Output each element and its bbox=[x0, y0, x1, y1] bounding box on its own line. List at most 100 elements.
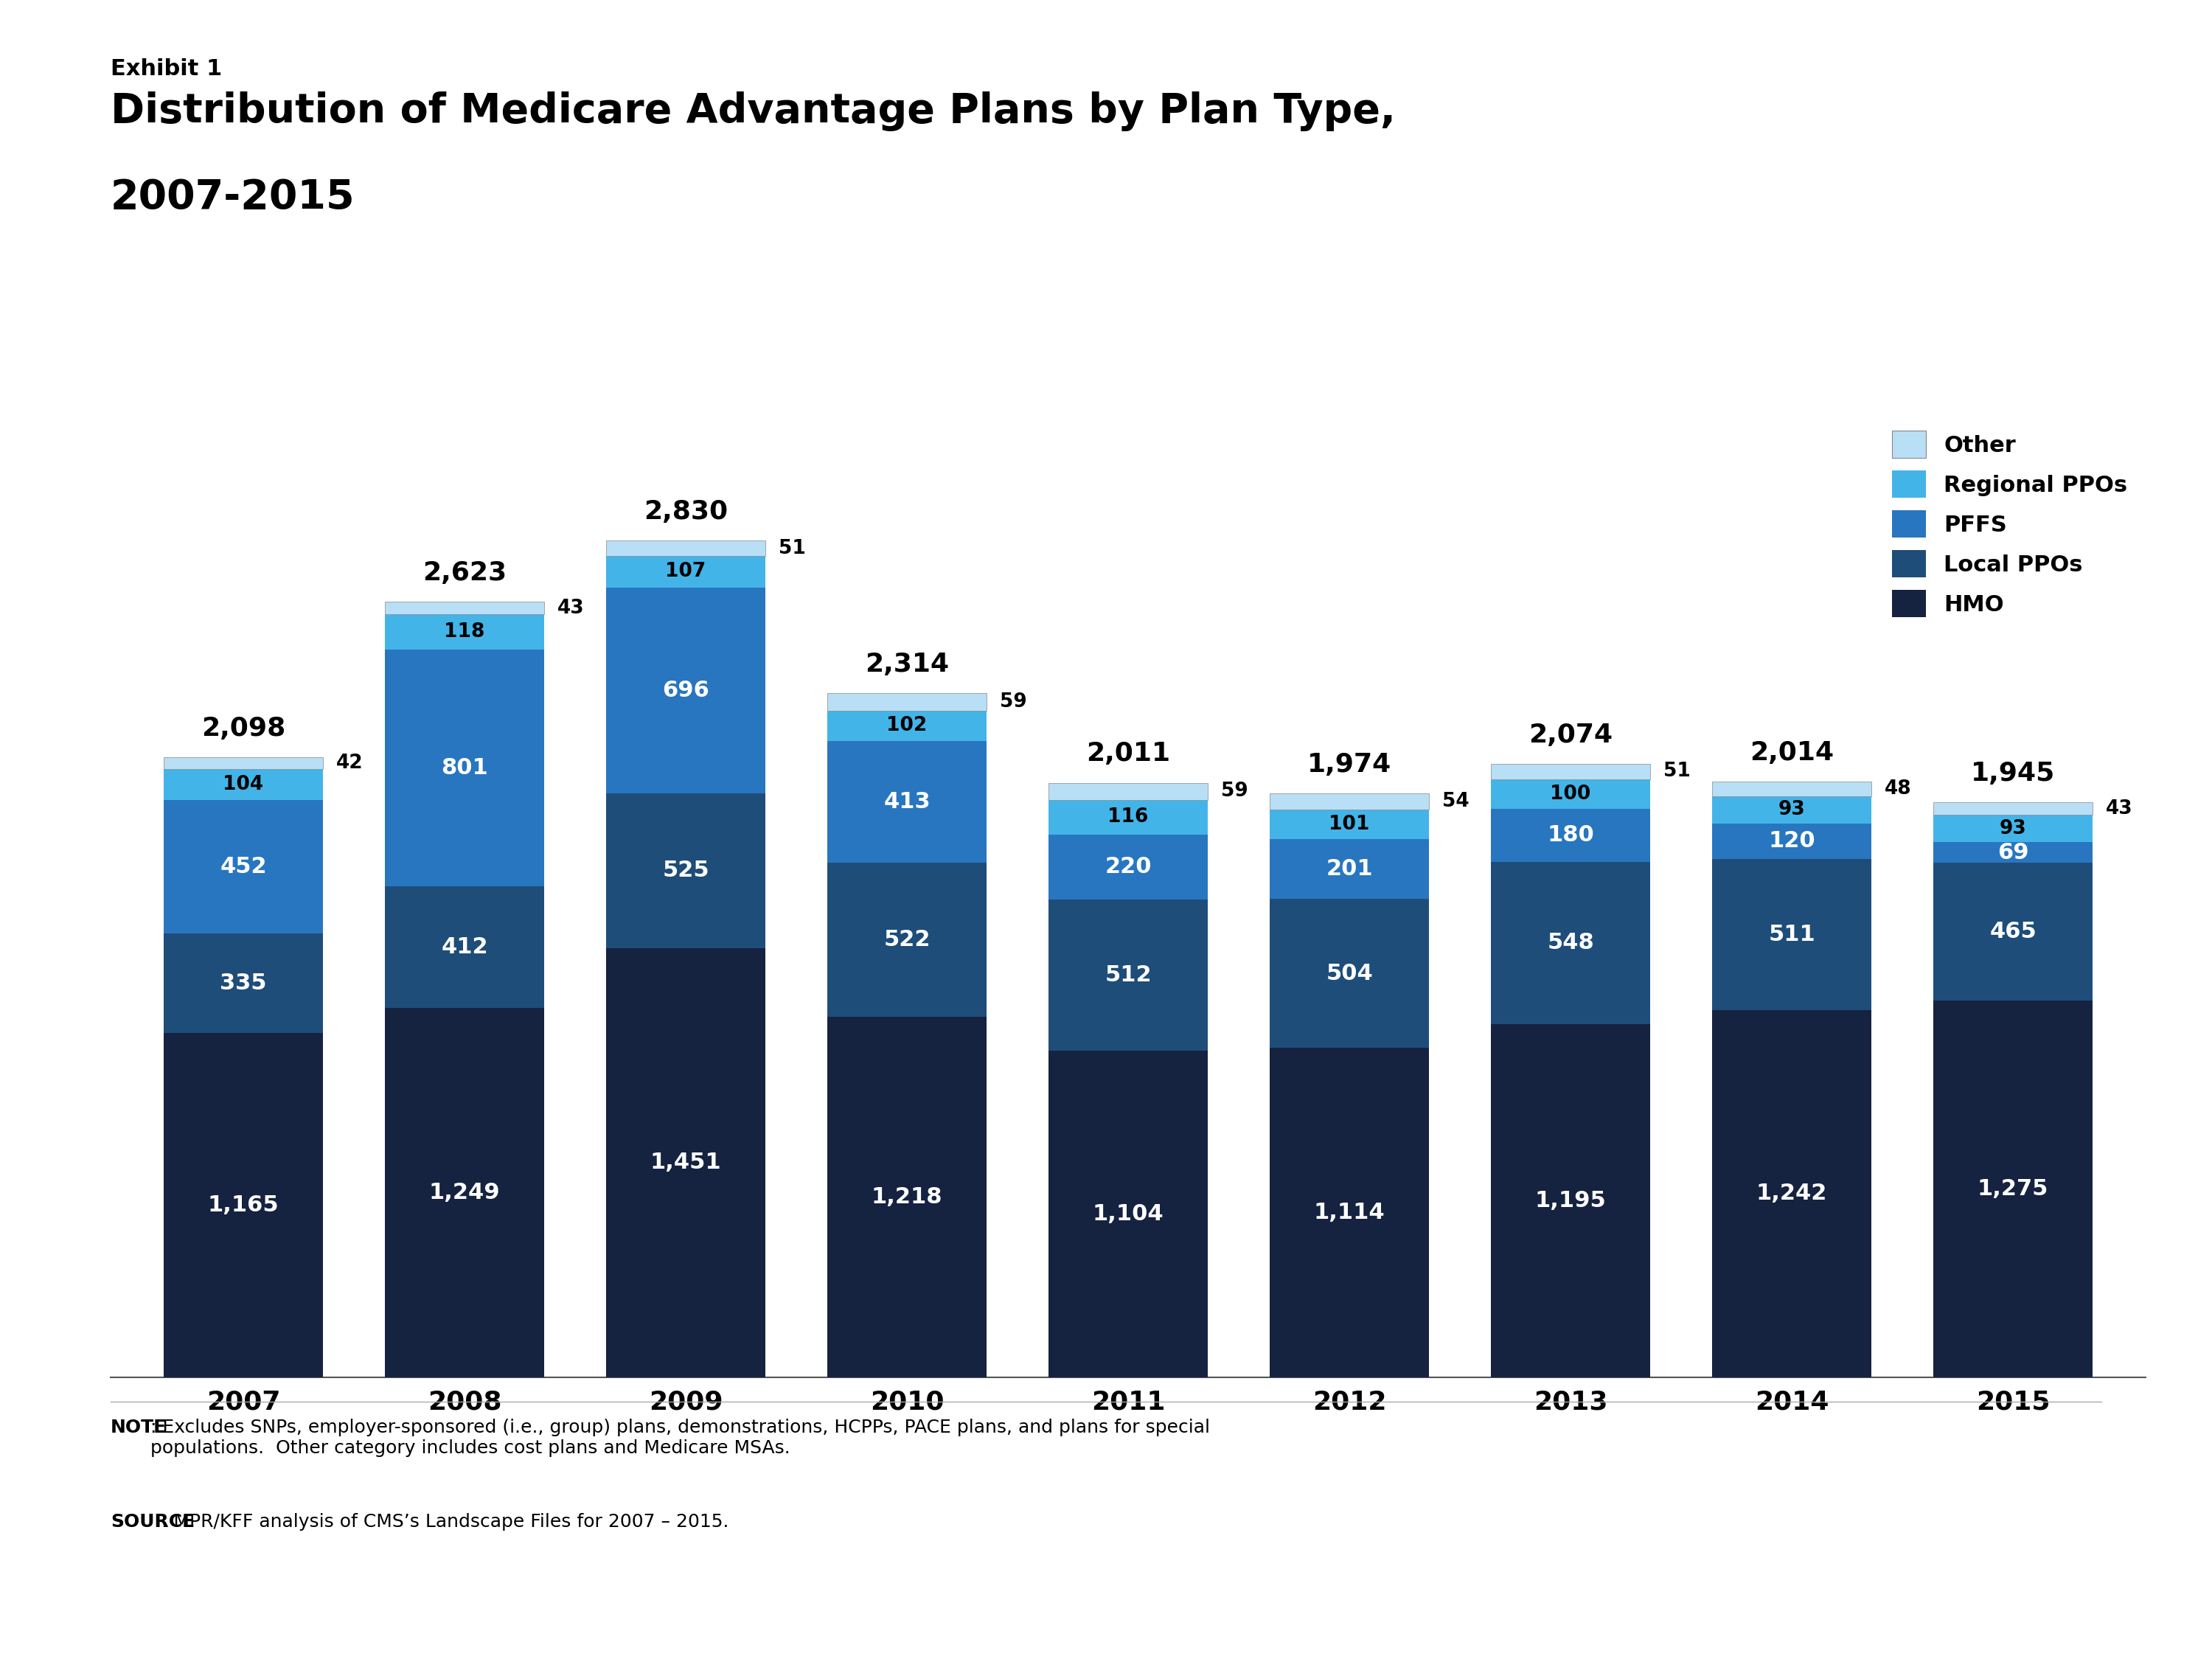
Text: FOUNDATION: FOUNDATION bbox=[2017, 1614, 2093, 1624]
Bar bbox=[827, 1017, 987, 1377]
Text: 2,074: 2,074 bbox=[1528, 723, 1613, 748]
Text: 1,945: 1,945 bbox=[1971, 761, 2055, 786]
Text: 413: 413 bbox=[883, 791, 931, 813]
Bar bbox=[827, 693, 987, 710]
Text: 1,165: 1,165 bbox=[208, 1194, 279, 1216]
Bar bbox=[385, 886, 544, 1009]
Text: 1,104: 1,104 bbox=[1093, 1203, 1164, 1224]
Bar bbox=[1712, 1010, 1871, 1377]
Text: 116: 116 bbox=[1108, 808, 1148, 826]
Bar bbox=[606, 541, 765, 556]
Bar bbox=[1270, 810, 1429, 839]
Bar bbox=[1491, 863, 1650, 1024]
Bar bbox=[164, 800, 323, 934]
Text: 2,314: 2,314 bbox=[865, 652, 949, 677]
Text: 201: 201 bbox=[1325, 858, 1374, 879]
Text: 48: 48 bbox=[1885, 780, 1911, 798]
Text: 93: 93 bbox=[2000, 820, 2026, 838]
Bar bbox=[1491, 780, 1650, 808]
Bar bbox=[1712, 859, 1871, 1010]
Text: 104: 104 bbox=[223, 775, 263, 795]
Text: 59: 59 bbox=[1221, 781, 1248, 801]
Text: KAISER: KAISER bbox=[2022, 1521, 2088, 1535]
Bar bbox=[164, 1032, 323, 1377]
Text: 100: 100 bbox=[1551, 785, 1590, 803]
Bar bbox=[1048, 783, 1208, 800]
Bar bbox=[827, 710, 987, 740]
Bar bbox=[385, 614, 544, 649]
Bar bbox=[606, 793, 765, 949]
Bar bbox=[1048, 834, 1208, 899]
Bar bbox=[164, 757, 323, 770]
Bar bbox=[827, 740, 987, 863]
Text: 525: 525 bbox=[661, 859, 710, 881]
Text: 220: 220 bbox=[1104, 856, 1152, 878]
Bar bbox=[1270, 899, 1429, 1048]
Text: 51: 51 bbox=[1663, 761, 1690, 781]
Text: 1,195: 1,195 bbox=[1535, 1190, 1606, 1211]
Bar bbox=[606, 556, 765, 587]
Text: 101: 101 bbox=[1329, 815, 1369, 834]
Bar bbox=[1048, 800, 1208, 834]
Bar bbox=[1491, 808, 1650, 863]
Text: 107: 107 bbox=[666, 562, 706, 581]
Bar bbox=[1270, 1048, 1429, 1377]
Text: THE HENRY J.: THE HENRY J. bbox=[2017, 1465, 2093, 1477]
Text: 51: 51 bbox=[779, 539, 805, 557]
Bar bbox=[1048, 1050, 1208, 1377]
Text: 412: 412 bbox=[440, 936, 489, 957]
Bar bbox=[385, 1009, 544, 1377]
Bar bbox=[1712, 823, 1871, 859]
Bar bbox=[385, 649, 544, 886]
Text: 42: 42 bbox=[336, 753, 363, 773]
Text: 69: 69 bbox=[1997, 841, 2028, 863]
Bar bbox=[1933, 803, 2093, 815]
Text: 102: 102 bbox=[887, 717, 927, 735]
Text: 512: 512 bbox=[1104, 964, 1152, 985]
Text: 180: 180 bbox=[1546, 825, 1595, 846]
Text: : MPR/KFF analysis of CMS’s Landscape Files for 2007 – 2015.: : MPR/KFF analysis of CMS’s Landscape Fi… bbox=[161, 1513, 730, 1531]
Text: 43: 43 bbox=[557, 599, 584, 617]
Text: 2,623: 2,623 bbox=[422, 561, 507, 586]
Bar bbox=[1048, 899, 1208, 1050]
Bar bbox=[1933, 1000, 2093, 1377]
Bar bbox=[1712, 781, 1871, 796]
Text: Exhibit 1: Exhibit 1 bbox=[111, 58, 221, 80]
Text: 696: 696 bbox=[661, 680, 710, 700]
Text: 59: 59 bbox=[1000, 692, 1026, 712]
Bar bbox=[1491, 1024, 1650, 1377]
Text: 1,242: 1,242 bbox=[1756, 1183, 1827, 1204]
Legend: Other, Regional PPOs, PFFS, Local PPOs, HMO: Other, Regional PPOs, PFFS, Local PPOs, … bbox=[1885, 423, 2135, 624]
Bar bbox=[1933, 815, 2093, 843]
Text: 2,098: 2,098 bbox=[201, 715, 285, 740]
Text: 1,451: 1,451 bbox=[650, 1151, 721, 1173]
Text: 465: 465 bbox=[1989, 921, 2037, 942]
Text: 93: 93 bbox=[1778, 800, 1805, 820]
Text: 504: 504 bbox=[1325, 962, 1374, 984]
Bar bbox=[1933, 843, 2093, 863]
Text: 43: 43 bbox=[2106, 800, 2132, 818]
Bar bbox=[164, 934, 323, 1032]
Text: 548: 548 bbox=[1546, 932, 1595, 954]
Text: 1,275: 1,275 bbox=[1978, 1178, 2048, 1199]
Text: 1,218: 1,218 bbox=[872, 1186, 942, 1208]
Text: 118: 118 bbox=[445, 622, 484, 642]
Bar bbox=[606, 587, 765, 793]
Text: 120: 120 bbox=[1767, 831, 1816, 853]
Bar bbox=[1491, 765, 1650, 780]
Text: : Excludes SNPs, employer-sponsored (i.e., group) plans, demonstrations, HCPPs, : : Excludes SNPs, employer-sponsored (i.e… bbox=[150, 1418, 1210, 1457]
Text: 2,014: 2,014 bbox=[1750, 740, 1834, 765]
Bar bbox=[1270, 839, 1429, 899]
Text: NOTE: NOTE bbox=[111, 1418, 166, 1437]
Text: 2,011: 2,011 bbox=[1086, 742, 1170, 766]
Bar bbox=[1712, 796, 1871, 823]
Text: 522: 522 bbox=[883, 929, 931, 951]
Text: 335: 335 bbox=[219, 972, 268, 994]
Text: 1,114: 1,114 bbox=[1314, 1201, 1385, 1223]
Text: 54: 54 bbox=[1442, 791, 1469, 811]
Bar bbox=[1933, 863, 2093, 1000]
Bar bbox=[1270, 793, 1429, 810]
Text: 511: 511 bbox=[1767, 924, 1816, 946]
Text: 801: 801 bbox=[440, 757, 489, 778]
Text: 1,974: 1,974 bbox=[1307, 752, 1391, 778]
